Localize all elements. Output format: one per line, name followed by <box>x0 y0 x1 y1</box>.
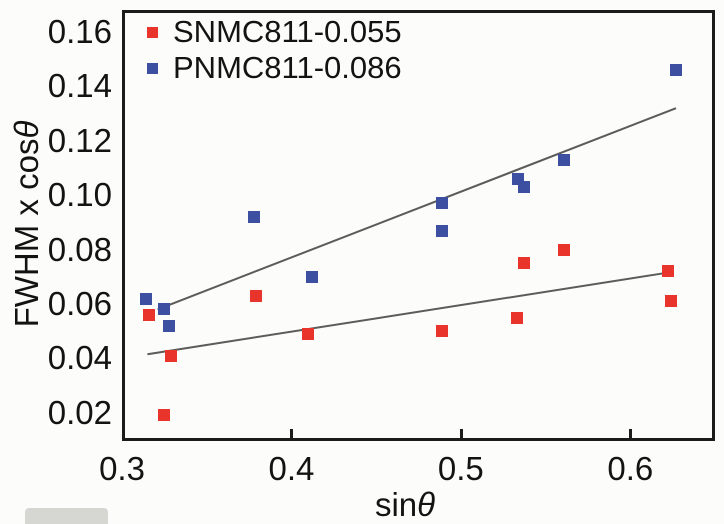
x-tick-label: 0.3 <box>99 450 145 487</box>
x-axis-title: sinθ <box>375 486 435 524</box>
data-point-pnmc <box>139 292 152 305</box>
y-tick-label: 0.06 <box>47 284 112 322</box>
x-axis-title-text: sin <box>374 486 418 523</box>
data-point-pnmc <box>436 197 449 210</box>
data-point-snmc <box>436 325 449 338</box>
x-tick-mark <box>290 429 294 438</box>
x-tick-mark <box>459 429 463 438</box>
x-tick-label: 0.6 <box>607 450 654 487</box>
data-point-snmc <box>558 243 571 256</box>
data-point-snmc <box>302 327 315 340</box>
data-point-pnmc <box>248 210 261 223</box>
data-point-snmc <box>517 257 530 270</box>
data-point-snmc <box>165 349 178 362</box>
y-tick-label: 0.14 <box>47 67 112 105</box>
legend-label: PNMC811-0.086 <box>173 50 402 85</box>
data-point-pnmc <box>158 303 171 316</box>
y-tick-label: 0.12 <box>47 121 112 159</box>
legend-item-pnmc: PNMC811-0.086 <box>147 50 402 86</box>
data-point-snmc <box>664 295 677 308</box>
data-point-snmc <box>143 308 156 321</box>
data-point-pnmc <box>517 181 530 194</box>
legend-swatch <box>147 26 158 38</box>
y-tick-label: 0.16 <box>47 13 112 51</box>
x-tick-label: 0.5 <box>437 450 484 487</box>
y-tick-label: 0.10 <box>47 176 112 214</box>
x-tick-label: 0.4 <box>268 450 315 487</box>
legend-swatch <box>147 62 158 74</box>
data-point-pnmc <box>558 153 571 166</box>
legend-label: SNMC811-0.055 <box>173 14 402 49</box>
y-tick-label: 0.02 <box>47 393 112 431</box>
cropped-artifact <box>25 508 108 524</box>
x-tick-mark <box>629 429 633 438</box>
plot-frame <box>122 10 715 441</box>
data-point-pnmc <box>305 270 318 283</box>
data-point-pnmc <box>670 64 683 77</box>
legend-item-snmc: SNMC811-0.055 <box>147 14 402 50</box>
data-point-pnmc <box>163 319 176 332</box>
data-point-snmc <box>158 409 171 422</box>
data-point-snmc <box>661 265 674 278</box>
data-point-snmc <box>249 289 262 302</box>
theta-symbol: θ <box>417 486 436 523</box>
legend: SNMC811-0.055 PNMC811-0.086 <box>147 14 402 86</box>
y-tick-label: 0.08 <box>47 230 112 268</box>
data-point-pnmc <box>436 224 449 237</box>
data-point-snmc <box>510 311 523 324</box>
y-tick-label: 0.04 <box>47 339 112 377</box>
